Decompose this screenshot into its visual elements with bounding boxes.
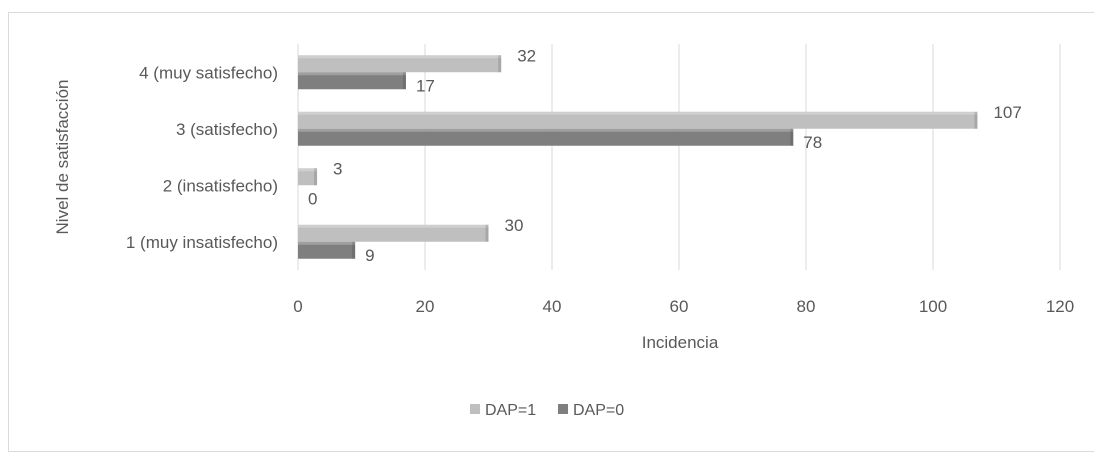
bar-dap-1-1-muy-insatisfecho [298,224,489,242]
bar-dap-0-1-muy-insatisfecho-top [298,241,356,245]
data-label-dap-1-4-muy-satisfecho: 32 [517,46,536,65]
legend-label-dap-0: DAP=0 [573,402,624,419]
bar-dap-0-4-muy-satisfecho [298,72,406,90]
bar-dap-0-1-muy-insatisfecho-face [298,241,356,259]
legend-swatch-dap-1 [470,404,480,414]
y-tick-label-2-insatisfecho: 2 (insatisfecho) [163,176,278,195]
bar-dap-1-1-muy-insatisfecho-face [298,224,489,242]
y-axis-title: Nivel de satisfacción [53,80,72,235]
x-axis-title: Incidencia [642,333,719,352]
data-label-dap-1-3-satisfecho: 107 [993,103,1021,122]
x-tick-label-120: 120 [1046,297,1074,316]
bar-dap-1-3-satisfecho [298,111,978,129]
x-tick-label-100: 100 [919,297,947,316]
y-tick-label-4-muy-satisfecho: 4 (muy satisfecho) [139,63,278,82]
data-label-dap-0-3-satisfecho: 78 [803,133,822,152]
legend-item-dap-0: DAP=0 [558,402,624,419]
axis-ticks: 0 20 40 60 80 100 120 1 (muy insatisfecho) 2 (in… [126,63,1074,316]
bar-dap-1-2-insatisfecho-side [314,168,318,186]
legend: DAP=1 DAP=0 [470,402,624,419]
bars [298,55,978,259]
bar-dap-1-3-satisfecho-top [298,111,978,115]
data-label-dap-0-4-muy-satisfecho: 17 [416,76,435,95]
bar-dap-1-3-satisfecho-side [974,111,978,129]
legend-label-dap-1: DAP=1 [485,402,536,419]
bar-dap-1-4-muy-satisfecho [298,55,502,73]
x-tick-label-80: 80 [797,297,816,316]
bar-dap-0-1-muy-insatisfecho [298,241,356,259]
bar-dap-0-4-muy-satisfecho-side [402,72,406,90]
bar-dap-1-1-muy-insatisfecho-top [298,224,489,228]
bar-dap-1-4-muy-satisfecho-face [298,55,502,73]
bar-dap-1-2-insatisfecho [298,168,318,186]
bar-dap-1-3-satisfecho-face [298,111,978,129]
x-tick-label-0: 0 [293,297,302,316]
data-label-dap-0-1-muy-insatisfecho: 9 [365,246,374,265]
legend-swatch-dap-0 [558,404,568,414]
bar-dap-0-3-satisfecho-side [790,128,794,146]
legend-item-dap-1: DAP=1 [470,402,536,419]
y-tick-label-3-satisfecho: 3 (satisfecho) [176,120,278,139]
bar-dap-1-4-muy-satisfecho-side [498,55,502,73]
data-label-dap-1-2-insatisfecho: 3 [333,159,342,178]
x-tick-label-20: 20 [416,297,435,316]
bar-dap-0-4-muy-satisfecho-face [298,72,406,90]
bar-dap-0-3-satisfecho-top [298,128,794,132]
bar-dap-0-3-satisfecho-face [298,128,794,146]
bar-dap-0-4-muy-satisfecho-top [298,72,406,76]
data-label-dap-0-2-insatisfecho: 0 [308,189,317,208]
bar-dap-0-1-muy-insatisfecho-side [352,241,356,259]
bar-dap-1-2-insatisfecho-top [298,168,318,172]
data-labels: 30 9 30 107 78 32 17 [308,46,1022,265]
data-label-dap-1-1-muy-insatisfecho: 30 [505,216,524,235]
bar-dap-1-4-muy-satisfecho-top [298,55,502,59]
bar-dap-1-2-insatisfecho-face [298,168,318,186]
x-tick-label-40: 40 [543,297,562,316]
bar-dap-0-3-satisfecho [298,128,794,146]
x-tick-label-60: 60 [670,297,689,316]
y-tick-label-1-muy-insatisfecho: 1 (muy insatisfecho) [126,233,278,252]
bar-dap-1-1-muy-insatisfecho-side [485,224,489,242]
